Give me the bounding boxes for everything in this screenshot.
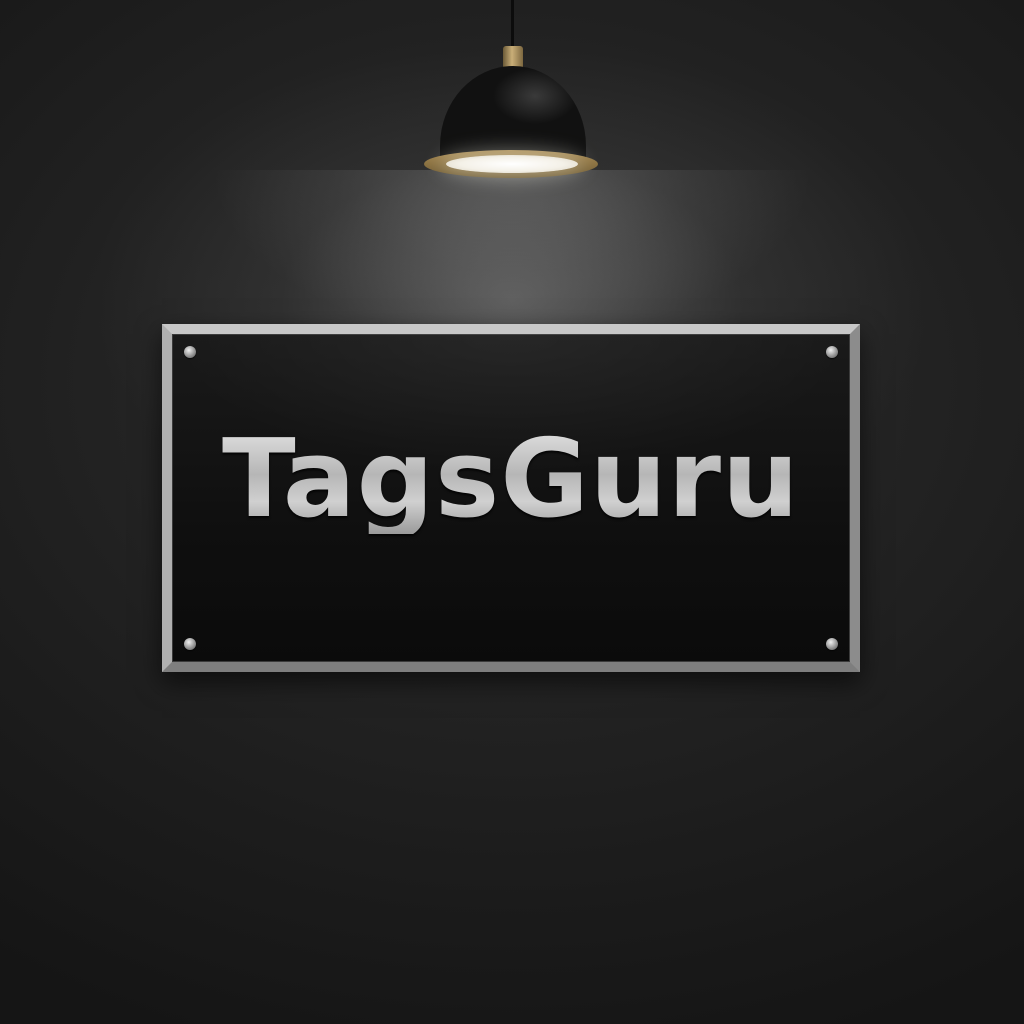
plaque-sheen (172, 334, 850, 531)
plaque-lettering: TagsGuru (172, 426, 850, 534)
screw-icon (184, 638, 196, 650)
lamp-cap (503, 46, 523, 70)
screw-icon (826, 346, 838, 358)
lamp-cord (511, 0, 514, 48)
lamp-bulb (446, 155, 578, 173)
metal-plaque: TagsGuru (162, 324, 860, 672)
screw-icon (826, 638, 838, 650)
screw-icon (184, 346, 196, 358)
